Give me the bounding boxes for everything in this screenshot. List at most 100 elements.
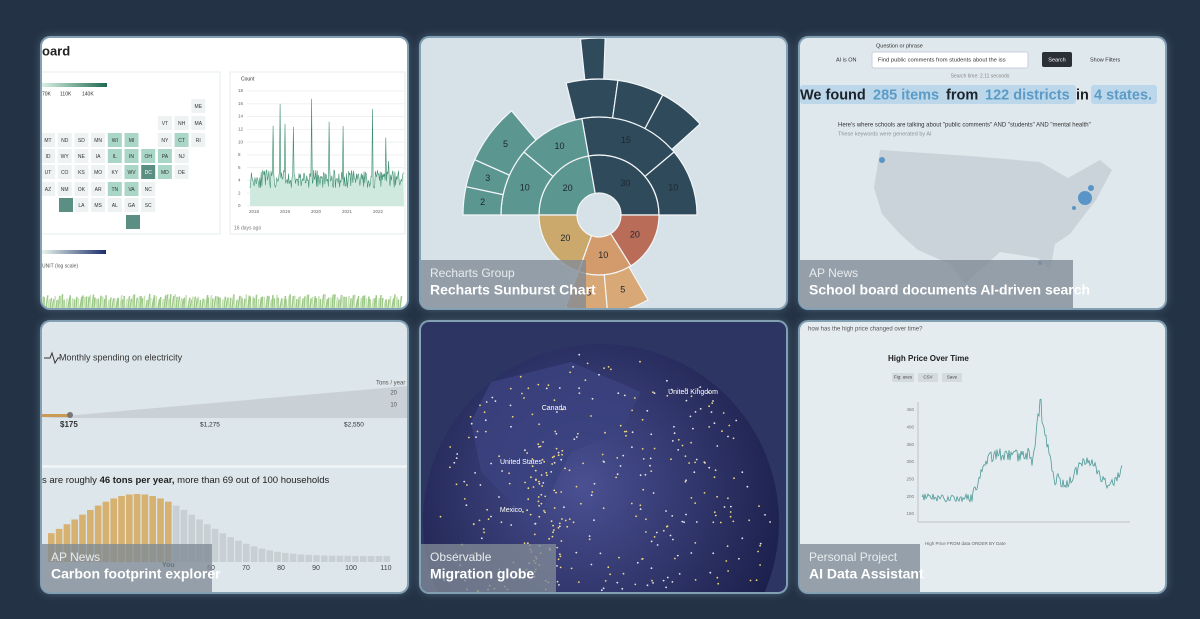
migration-dot [578, 387, 580, 389]
state-label: LA [78, 203, 85, 209]
migration-dot [557, 558, 560, 561]
state-label: WY [61, 154, 70, 160]
y-tick-label: 12 [238, 127, 244, 132]
grass [91, 294, 95, 308]
grass [87, 296, 90, 308]
card-assistant[interactable]: how has the high price changed over time… [800, 322, 1165, 592]
migration-dot [716, 445, 719, 447]
grass [325, 298, 329, 308]
caption-title: School board documents AI-driven search [809, 282, 1090, 298]
migration-dot [551, 463, 554, 465]
migration-dot [656, 544, 659, 546]
tile [124, 149, 139, 163]
grass [275, 294, 278, 308]
migration-dot [560, 491, 563, 493]
migration-dot [555, 491, 557, 494]
grass [109, 297, 112, 308]
grass [209, 294, 213, 308]
segment-label: 5 [586, 288, 591, 298]
migration-dot [569, 371, 571, 374]
migration-dot [550, 471, 553, 473]
migration-dot [469, 415, 472, 418]
migration-dot [688, 462, 690, 464]
migration-dot [649, 464, 651, 467]
migration-dot [483, 411, 486, 414]
card-search[interactable]: Question or phrase AI is ON Find public co… [800, 38, 1165, 308]
grass [135, 297, 139, 308]
migration-dot [653, 447, 656, 450]
segment-label: 20 [630, 229, 640, 239]
card-dashboard[interactable]: oard 70K 110K 140K ME VT NH MA MT ND SD MN WI MI NY CT R… [42, 38, 407, 308]
migration-dot [599, 552, 602, 555]
migration-dot [540, 502, 543, 505]
grass [267, 296, 270, 308]
migration-dot [480, 537, 483, 540]
caption-box [421, 544, 556, 592]
migration-dot [634, 583, 637, 586]
map-dot [1072, 206, 1076, 210]
card-carbon[interactable]: Monthly spending on electricity Tons / ye… [42, 322, 407, 592]
migration-dot [486, 508, 488, 511]
grass [283, 295, 287, 308]
grass [205, 294, 209, 308]
migration-dot [644, 473, 647, 476]
slider-label: $175 [60, 420, 78, 429]
tile [141, 165, 156, 179]
migration-dot [641, 418, 644, 421]
chart-button[interactable] [918, 373, 938, 382]
grass [189, 299, 193, 308]
migration-dot [769, 521, 771, 523]
grass [239, 296, 243, 308]
state-label: NH [178, 121, 186, 127]
histogram-bar [297, 554, 305, 562]
migration-dot [649, 457, 652, 460]
card-sunburst[interactable]: 20 30 20 10 20 10 10 15 10 5 5 2 3 5 Recharts Group Rec… [421, 38, 786, 308]
migration-dot [694, 542, 697, 544]
y-tick-label: 18 [238, 88, 244, 93]
migration-dot [577, 581, 580, 583]
migration-dot [544, 495, 547, 498]
grass [389, 296, 392, 308]
migration-dot [645, 518, 647, 521]
migration-dot [732, 437, 735, 440]
histogram-bar [375, 555, 383, 562]
migration-dot [730, 505, 732, 508]
slider-handle[interactable] [67, 412, 73, 418]
migration-dot [604, 431, 606, 434]
migration-dot [755, 579, 758, 582]
caption-source: Recharts Group [430, 266, 515, 280]
sunburst-segment [644, 151, 698, 216]
migration-dot [672, 538, 674, 541]
migration-dot [641, 448, 644, 450]
migration-dot [616, 457, 619, 459]
migration-dot [623, 394, 626, 397]
chart-button[interactable] [892, 373, 914, 382]
migration-dot [523, 542, 526, 545]
us-map [874, 150, 1112, 284]
migration-dot [646, 409, 649, 412]
migration-dot [746, 485, 749, 488]
grass [271, 295, 274, 308]
icon [44, 351, 60, 365]
segment-label: 5 [503, 139, 508, 149]
migration-dot [560, 540, 563, 542]
search-button[interactable] [1042, 52, 1072, 67]
caption-source: Observable [430, 550, 492, 564]
migration-dot [564, 519, 567, 522]
grass [363, 295, 366, 308]
grass [61, 294, 64, 308]
grass [257, 298, 260, 308]
migration-dot [619, 465, 622, 467]
keywords-note: These keywords were generated by AI [838, 131, 932, 137]
card-globe[interactable]: Canada United Kingdom United States Mexico O… [421, 322, 786, 592]
chart-button[interactable] [942, 373, 962, 382]
grass [377, 297, 381, 308]
migration-dot [693, 471, 696, 474]
migration-dot [465, 504, 468, 507]
thumbnail: Canada United Kingdom United States Mexico O… [421, 344, 779, 592]
grass [381, 297, 384, 308]
grass [199, 299, 202, 308]
tile [42, 182, 55, 196]
tile [42, 133, 55, 147]
migration-dot [699, 408, 702, 410]
